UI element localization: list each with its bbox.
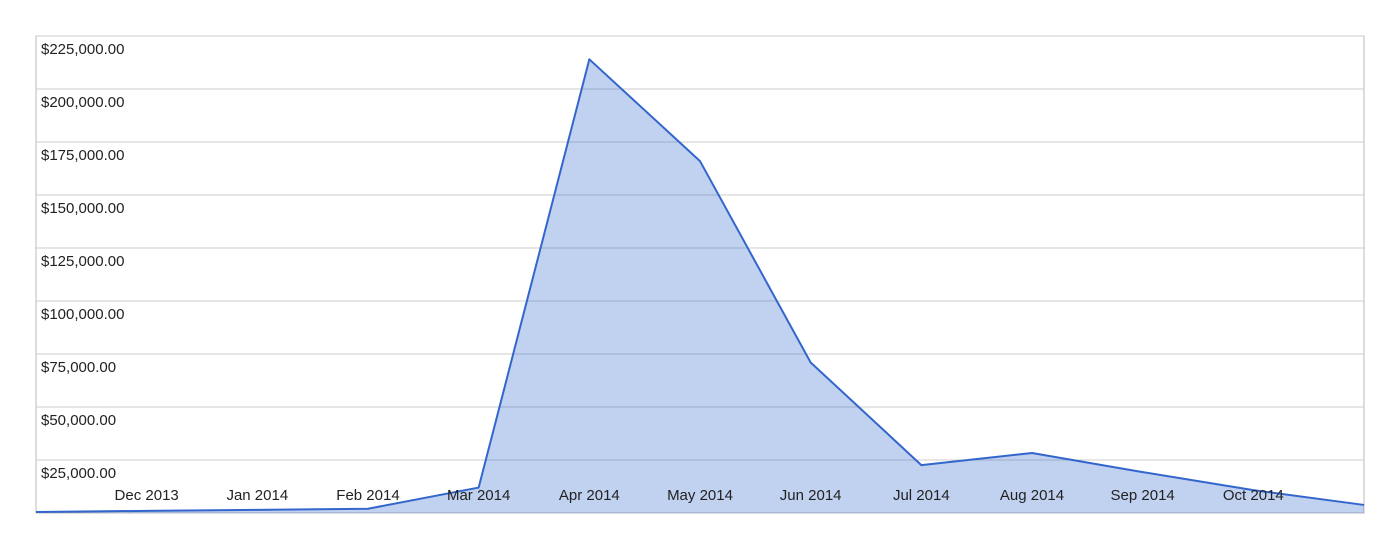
y-tick-label: $125,000.00 <box>41 253 124 270</box>
y-tick-label: $50,000.00 <box>41 412 116 429</box>
x-tick-label: Feb 2014 <box>336 487 399 504</box>
line <box>35 58 1365 513</box>
plot-frame <box>35 35 1365 514</box>
x-tick-label: Jan 2014 <box>226 487 288 504</box>
y-tick-label: $75,000.00 <box>41 359 116 376</box>
y-tick-label: $25,000.00 <box>41 465 116 482</box>
x-tick-label: Oct 2014 <box>1223 487 1284 504</box>
y-tick-label: $175,000.00 <box>41 147 124 164</box>
x-tick-label: Dec 2013 <box>115 487 179 504</box>
x-tick-label: May 2014 <box>667 487 733 504</box>
x-tick-label: Jun 2014 <box>780 487 842 504</box>
area <box>36 59 1364 513</box>
y-tick-label: $200,000.00 <box>41 94 124 111</box>
y-tick-label: $150,000.00 <box>41 200 124 217</box>
x-tick-label: Mar 2014 <box>447 487 510 504</box>
y-tick-label: $100,000.00 <box>41 306 124 323</box>
x-tick-label: Apr 2014 <box>559 487 620 504</box>
y-tick-label: $225,000.00 <box>41 41 124 58</box>
x-tick-label: Jul 2014 <box>893 487 950 504</box>
x-tick-label: Sep 2014 <box>1111 487 1175 504</box>
x-tick-label: Aug 2014 <box>1000 487 1064 504</box>
